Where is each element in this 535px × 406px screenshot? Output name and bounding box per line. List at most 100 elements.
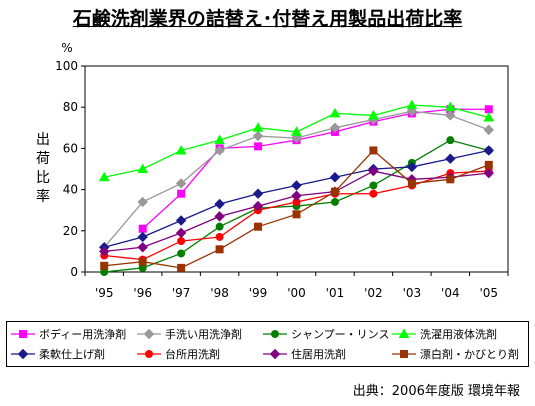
data-point [214, 211, 225, 222]
y-tick-label: 20 [63, 224, 78, 238]
x-tick-label: '03 [403, 286, 422, 300]
legend-swatch [11, 348, 35, 360]
legend-swatch [11, 330, 35, 338]
data-point [483, 124, 494, 136]
data-point [143, 328, 155, 340]
data-point [484, 105, 493, 114]
plot-area [84, 65, 509, 273]
y-axis-label-char: 比 [36, 170, 50, 186]
data-point [214, 198, 225, 210]
plot-border [84, 65, 509, 273]
data-point [254, 222, 263, 231]
data-point [17, 348, 29, 360]
legend-swatch [137, 350, 161, 358]
data-point [138, 224, 147, 233]
y-tick-label: 40 [63, 183, 78, 197]
data-point [145, 350, 153, 358]
legend-item: 手洗い用洗浄剤 [137, 325, 242, 343]
data-point [99, 246, 110, 257]
data-point [175, 144, 187, 155]
legend-swatch [263, 330, 287, 338]
data-point [330, 197, 339, 206]
data-point [254, 142, 263, 151]
legend-swatch [392, 350, 416, 358]
data-point [407, 179, 416, 188]
axis-ticks: 0 20 40 60 80 100 '95 '96 '97 '98 '99 '00 '01 '02 '03 '… [55, 59, 509, 300]
data-point [19, 330, 27, 338]
data-point [137, 242, 148, 253]
x-tick-label: '97 [172, 286, 191, 300]
x-tick-label: '00 [287, 286, 306, 300]
data-point [175, 227, 187, 239]
data-point [215, 222, 224, 231]
data-point [329, 172, 341, 183]
data-point [214, 145, 225, 156]
data-point [330, 187, 339, 196]
legend-swatch [392, 328, 416, 338]
y-axis-label: 出荷比率 [36, 132, 50, 205]
legend-item: 洗濯用液体洗剤 [392, 325, 497, 343]
data-point [406, 161, 418, 173]
data-point [445, 153, 456, 164]
x-tick-label: '95 [95, 286, 114, 300]
legend-label: 住居用洗剤 [291, 348, 346, 361]
y-axis-unit: % [61, 41, 72, 55]
data-point [291, 180, 302, 191]
data-point [138, 257, 147, 266]
legend-label: ボディー用洗浄剤 [39, 328, 127, 341]
y-tick-label: 60 [63, 141, 78, 155]
chart-legend: ボディー用洗浄剤 手洗い用洗浄剤 シャンプー・リンス 洗濯用液体洗剤柔軟仕上げ剤 台所用… [6, 321, 529, 367]
data-point [483, 145, 494, 156]
data-point [214, 134, 225, 145]
data-point [292, 210, 301, 219]
data-point [252, 130, 264, 142]
data-point [177, 237, 186, 246]
data-point [446, 136, 455, 145]
x-tick-label: '02 [364, 286, 383, 300]
data-point [291, 126, 302, 136]
x-tick-label: '05 [479, 286, 498, 300]
data-point [329, 107, 341, 118]
legend-item: 漂白剤・かびとり剤 [392, 345, 519, 363]
data-point [369, 146, 378, 155]
legend-label: 柔軟仕上げ剤 [39, 348, 105, 361]
data-point [406, 99, 418, 110]
data-point [137, 163, 149, 173]
data-point [445, 110, 456, 121]
y-tick-label: 80 [63, 100, 78, 114]
source-citation: 出典：2006年度版 環境年報 [352, 384, 520, 399]
data-point [271, 330, 279, 338]
data-point [98, 171, 110, 182]
x-tick-label: '01 [326, 286, 345, 300]
data-point [398, 328, 410, 338]
y-axis-label-char: 出 [36, 132, 50, 148]
data-point [484, 160, 493, 169]
data-point [177, 263, 186, 272]
data-point [369, 189, 378, 198]
data-point [368, 165, 379, 177]
data-point [329, 122, 341, 134]
data-point [175, 215, 187, 226]
legend-label: 漂白剤・かびとり剤 [420, 348, 519, 361]
legend-swatch [137, 328, 161, 340]
legend-label: シャンプー・リンス [291, 328, 390, 341]
y-tick-label: 0 [70, 265, 78, 279]
data-point [446, 175, 455, 184]
data-point [369, 181, 378, 190]
data-point [137, 231, 148, 243]
data-point [175, 178, 187, 189]
legend-item: シャンプー・リンス [263, 325, 389, 343]
data-point [291, 190, 302, 201]
data-point [252, 188, 264, 199]
data-point [483, 111, 495, 122]
data-point [269, 348, 281, 360]
data-point [215, 245, 224, 254]
data-point [400, 350, 408, 358]
data-point [252, 122, 264, 132]
data-point [137, 196, 148, 208]
legend-item: ボディー用洗浄剤 [11, 325, 126, 343]
x-tick-label: '96 [133, 286, 152, 300]
x-tick-label: '04 [441, 286, 460, 300]
legend-item: 柔軟仕上げ剤 [11, 345, 105, 363]
legend-item: 台所用洗剤 [137, 345, 220, 363]
